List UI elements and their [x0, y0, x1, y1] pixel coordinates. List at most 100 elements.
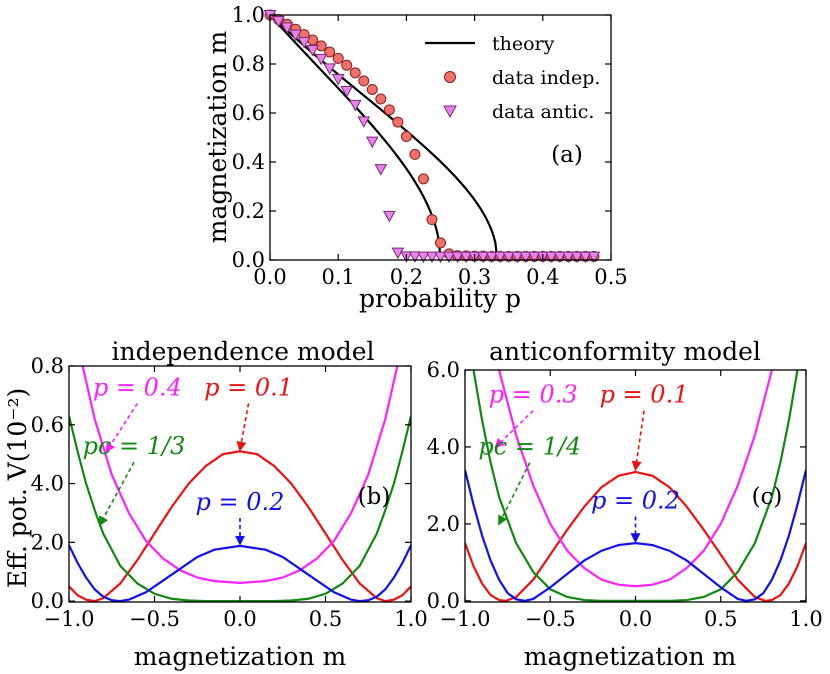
panel-a-ylabel: magnetization m	[203, 30, 232, 243]
curve-p-0-2	[69, 544, 411, 602]
data-antic-point	[562, 251, 575, 264]
data-antic-point	[527, 251, 541, 264]
curve-p-0-3	[498, 370, 773, 588]
data-antic-point	[374, 164, 388, 176]
data-indep-point	[392, 116, 404, 128]
data-antic-point	[306, 45, 319, 57]
data-antic-point	[357, 116, 371, 128]
data-antic-point	[323, 63, 337, 75]
y-tick-label: 1.0	[232, 3, 265, 27]
x-tick-label: 0.3	[458, 265, 491, 289]
panel-a-ticks: 0.0 0.1 0.2 0.3 0.4 0.5 0.0 0.2 0.4 0.6 0.8 1.0	[232, 3, 628, 289]
data-indep-point	[375, 93, 387, 105]
x-tick-label: −0.5	[129, 607, 180, 631]
data-indep-point	[400, 131, 412, 143]
data-antic-point	[391, 247, 405, 260]
data-indep-point	[349, 67, 361, 79]
y-tick-label: 2.0	[31, 530, 64, 554]
data-indep-point	[383, 104, 395, 116]
data-antic-point	[297, 36, 311, 49]
panel-b-tag: (b)	[358, 484, 391, 510]
y-tick-label: 0.8	[232, 52, 265, 76]
data-antic-point	[570, 251, 584, 264]
panel-a-tag: (a)	[551, 142, 583, 168]
annotation-arrow	[494, 410, 534, 449]
x-tick-label: 0.0	[619, 607, 652, 631]
annotation-label: p = 0.3	[489, 381, 578, 409]
panel-b-ylabel: Eff. pot. V(10⁻²)	[3, 388, 32, 589]
annotation-label: p = 0.4	[93, 373, 182, 401]
legend-indep-swatch	[444, 71, 456, 83]
data-antic-point	[502, 251, 516, 264]
legend-antic-swatch	[443, 105, 457, 119]
annotation-label: p = 0.1	[204, 373, 293, 401]
y-tick-label: 0.0	[427, 589, 460, 613]
annotation-arrow	[98, 461, 135, 527]
theory-curve-indep	[269, 14, 499, 261]
data-antic-point	[365, 136, 379, 149]
data-antic-point	[348, 99, 362, 112]
x-tick-label: 0.5	[704, 607, 737, 631]
annotation-arrow	[498, 462, 531, 526]
data-antic-point	[434, 251, 447, 264]
data-antic-point	[544, 251, 558, 264]
y-tick-label: 6.0	[427, 358, 460, 382]
x-tick-label: 1.0	[394, 607, 427, 631]
x-tick-label: 0.0	[223, 607, 256, 631]
y-tick-label: 4.0	[31, 472, 64, 496]
data-antic-point	[553, 251, 567, 264]
panel-a-xlabel: probability p	[359, 284, 521, 313]
annotation-label: pc = 1/3	[83, 432, 186, 460]
data-antic-point	[425, 251, 439, 264]
x-tick-label: −1.0	[440, 607, 491, 631]
data-antic-point	[587, 251, 601, 264]
data-antic-point	[280, 22, 294, 35]
annotation-label: p = 0.2	[591, 487, 680, 515]
x-tick-label: 1.0	[789, 607, 822, 631]
y-tick-label: 0.4	[232, 150, 265, 174]
data-antic-point	[314, 53, 328, 66]
legend-theory: theory	[492, 33, 555, 55]
panel-a: 0.0 0.1 0.2 0.3 0.4 0.5 0.0 0.2 0.4 0.6 0.8 1.0 (a)…	[203, 3, 628, 313]
y-tick-label: 0.8	[31, 354, 64, 378]
data-indep-point	[366, 83, 378, 95]
x-tick-label: 0.0	[253, 265, 286, 289]
y-tick-label: 0.6	[232, 101, 265, 125]
annotation-arrow	[631, 410, 645, 472]
annotation-arrow	[236, 403, 250, 452]
data-indep-point	[324, 46, 336, 58]
y-tick-label: 0.6	[31, 413, 64, 437]
panel-b-xlabel: magnetization m	[134, 642, 347, 671]
x-tick-label: −0.5	[525, 607, 576, 631]
panel-a-legend: theory data indep. data antic.	[425, 33, 600, 123]
data-antic-point	[459, 251, 473, 264]
legend-indep: data indep.	[492, 67, 600, 89]
data-antic-point	[442, 251, 456, 264]
panel-c: anticonformity model p = 0.3 p = 0.1 pc = …	[427, 337, 823, 671]
data-antic-point	[340, 85, 354, 98]
data-indep-point	[358, 75, 370, 87]
x-tick-label: 0.4	[526, 265, 559, 289]
annotation-label: p = 0.1	[600, 381, 689, 409]
panel-b-ticks: −1.0 −0.5 0.0 0.5 1.0 0.0 2.0 4.0 0.6 0.8	[31, 354, 428, 631]
data-indep-point	[332, 52, 344, 64]
panel-b-title: independence model	[112, 337, 375, 366]
x-tick-label: 0.5	[309, 607, 342, 631]
data-antic-point	[476, 251, 490, 264]
data-antic-point	[289, 29, 302, 42]
panel-c-title: anticonformity model	[489, 337, 761, 366]
data-indep-point	[409, 148, 421, 160]
x-tick-label: 0.5	[594, 265, 627, 289]
data-antic-point	[408, 251, 422, 263]
legend-antic: data antic.	[492, 101, 594, 123]
panel-a-frame	[269, 14, 612, 261]
data-indep-point	[307, 34, 319, 46]
data-antic-point	[493, 251, 507, 264]
data-antic-point	[331, 73, 345, 86]
panel-c-tag: (c)	[752, 484, 783, 510]
data-antic-point	[485, 251, 498, 264]
panel-c-ticks: −1.0 −0.5 0.0 0.5 1.0 0.0 2.0 4.0 6.0	[427, 358, 823, 631]
data-antic-point	[417, 251, 430, 264]
data-indep-point	[435, 237, 446, 249]
